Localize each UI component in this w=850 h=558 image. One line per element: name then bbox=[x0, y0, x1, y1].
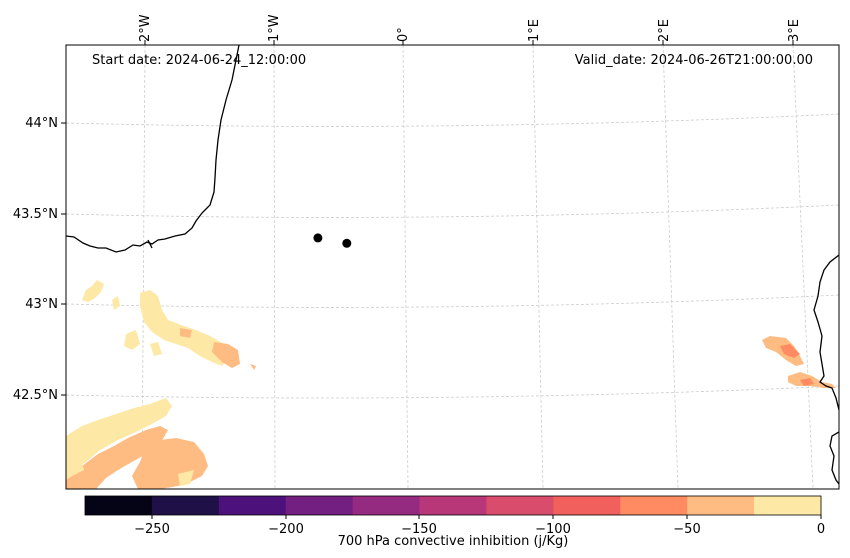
colorbar-segment bbox=[553, 496, 621, 515]
colorbar-segment bbox=[352, 496, 420, 515]
lat-ticks bbox=[61, 122, 66, 396]
colorbar-tick-minus200: −200 bbox=[268, 522, 304, 537]
colorbar-segment bbox=[85, 496, 153, 515]
start-date-label: Start date: 2024-06-24_12:00:00 bbox=[92, 53, 306, 68]
station-marker bbox=[342, 238, 352, 248]
valid-date-label: Valid_date: 2024-06-26T21:00:00.00 bbox=[575, 53, 813, 68]
coastlines bbox=[66, 45, 839, 485]
colorbar-segment bbox=[486, 496, 554, 515]
lon-label-2e: 2°E bbox=[657, 19, 672, 42]
cin-shading-west bbox=[66, 280, 256, 489]
lat-label-43-5n: 43.5°N bbox=[13, 207, 58, 222]
lat-label-42-5n: 42.5°N bbox=[13, 388, 58, 403]
lat-label-44n: 44°N bbox=[25, 116, 58, 131]
colorbar bbox=[85, 496, 822, 515]
colorbar-tick-minus50: −50 bbox=[673, 522, 700, 537]
lat-label-43n: 43°N bbox=[25, 297, 58, 312]
station-markers bbox=[313, 233, 352, 248]
colorbar-segment bbox=[151, 496, 220, 515]
lon-label-1w: 1°W bbox=[267, 14, 282, 42]
lon-label-0: 0° bbox=[396, 27, 411, 42]
lon-label-3e: 3°E bbox=[787, 19, 802, 42]
map-area bbox=[66, 45, 839, 489]
colorbar-segment bbox=[687, 496, 755, 515]
colorbar-tick-minus100: −100 bbox=[535, 522, 571, 537]
colorbar-tick-0: 0 bbox=[817, 522, 825, 537]
gridlines bbox=[66, 45, 839, 489]
colorbar-tick-minus150: −150 bbox=[401, 522, 437, 537]
lon-ticks bbox=[144, 40, 794, 45]
lon-label-2w: 2°W bbox=[138, 14, 153, 42]
colorbar-segment bbox=[754, 496, 822, 515]
colorbar-tick-minus250: −250 bbox=[134, 522, 170, 537]
colorbar-label: 700 hPa convective inhibition (j/Kg) bbox=[338, 534, 569, 549]
colorbar-ticks bbox=[151, 515, 822, 519]
colorbar-segment bbox=[620, 496, 688, 515]
colorbar-segment bbox=[285, 496, 354, 515]
lon-label-1e: 1°E bbox=[527, 19, 542, 42]
colorbar-segment bbox=[218, 496, 287, 515]
station-marker bbox=[313, 233, 323, 243]
colorbar-segment bbox=[419, 496, 487, 515]
